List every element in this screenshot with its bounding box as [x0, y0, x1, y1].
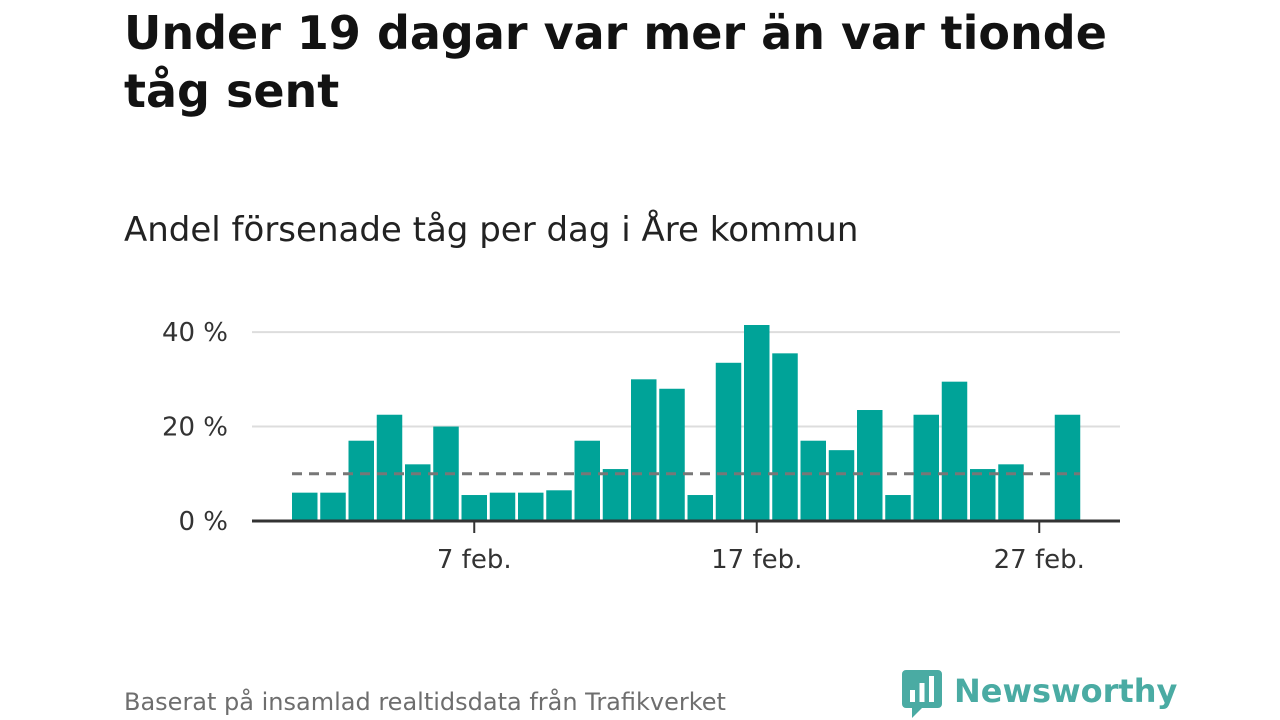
- x-tick-label: 27 feb.: [994, 545, 1085, 575]
- x-axis: [252, 519, 1120, 533]
- bar-chart-speech-bubble-icon: [902, 670, 942, 718]
- bar: [461, 495, 487, 521]
- bar: [602, 469, 629, 521]
- bar: [518, 492, 544, 521]
- bar: [857, 410, 883, 521]
- bar: [348, 440, 374, 521]
- bar: [772, 353, 798, 521]
- chart-headline: Under 19 dagar var mer än var tionde tåg…: [124, 6, 1107, 118]
- bar: [715, 362, 742, 521]
- bar: [376, 414, 403, 521]
- x-tick-label: 17 feb.: [711, 545, 802, 575]
- bar: [913, 414, 939, 521]
- bar: [687, 495, 713, 521]
- bar: [546, 490, 572, 521]
- bar: [320, 492, 346, 521]
- brand-name: Newsworthy: [954, 672, 1178, 710]
- x-tick-label: 7 feb.: [437, 545, 512, 575]
- bar: [489, 492, 516, 521]
- x-tick-labels: 7 feb. 17 feb. 27 feb.: [437, 545, 1085, 575]
- bar: [970, 469, 996, 521]
- bar: [292, 492, 318, 521]
- bar: [800, 440, 826, 521]
- chart-subtitle: Andel försenade tåg per dag i Åre kommun: [124, 210, 859, 250]
- bar: [885, 495, 911, 521]
- y-tick-label: 0 %: [178, 507, 228, 537]
- newsworthy-logo: Newsworthy: [902, 670, 1177, 720]
- y-tick-labels: 0 % 20 % 40 %: [162, 318, 228, 537]
- bar: [659, 388, 685, 521]
- bar: [1054, 414, 1081, 521]
- bar: [574, 440, 600, 521]
- bars: [292, 325, 1081, 521]
- y-tick-label: 20 %: [162, 413, 228, 443]
- bar: [941, 381, 968, 521]
- gridlines: [252, 331, 1120, 428]
- y-tick-label: 40 %: [162, 318, 228, 348]
- bar-chart: 0 % 20 % 40 % 7 feb. 17 feb. 27 feb.: [162, 318, 1120, 575]
- bar: [631, 379, 657, 521]
- bar: [828, 450, 855, 521]
- bar: [744, 325, 770, 521]
- source-note: Baserat på insamlad realtidsdata från Tr…: [124, 688, 726, 716]
